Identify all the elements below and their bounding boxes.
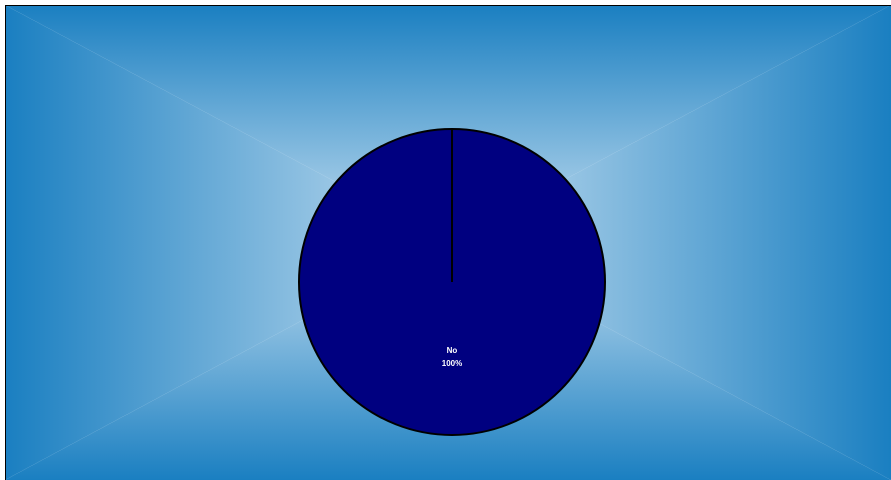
- data-label-category: No: [447, 346, 458, 355]
- data-label-value: 100%: [442, 359, 462, 368]
- pie: No 100%: [298, 128, 606, 436]
- chart-border: [5, 5, 891, 480]
